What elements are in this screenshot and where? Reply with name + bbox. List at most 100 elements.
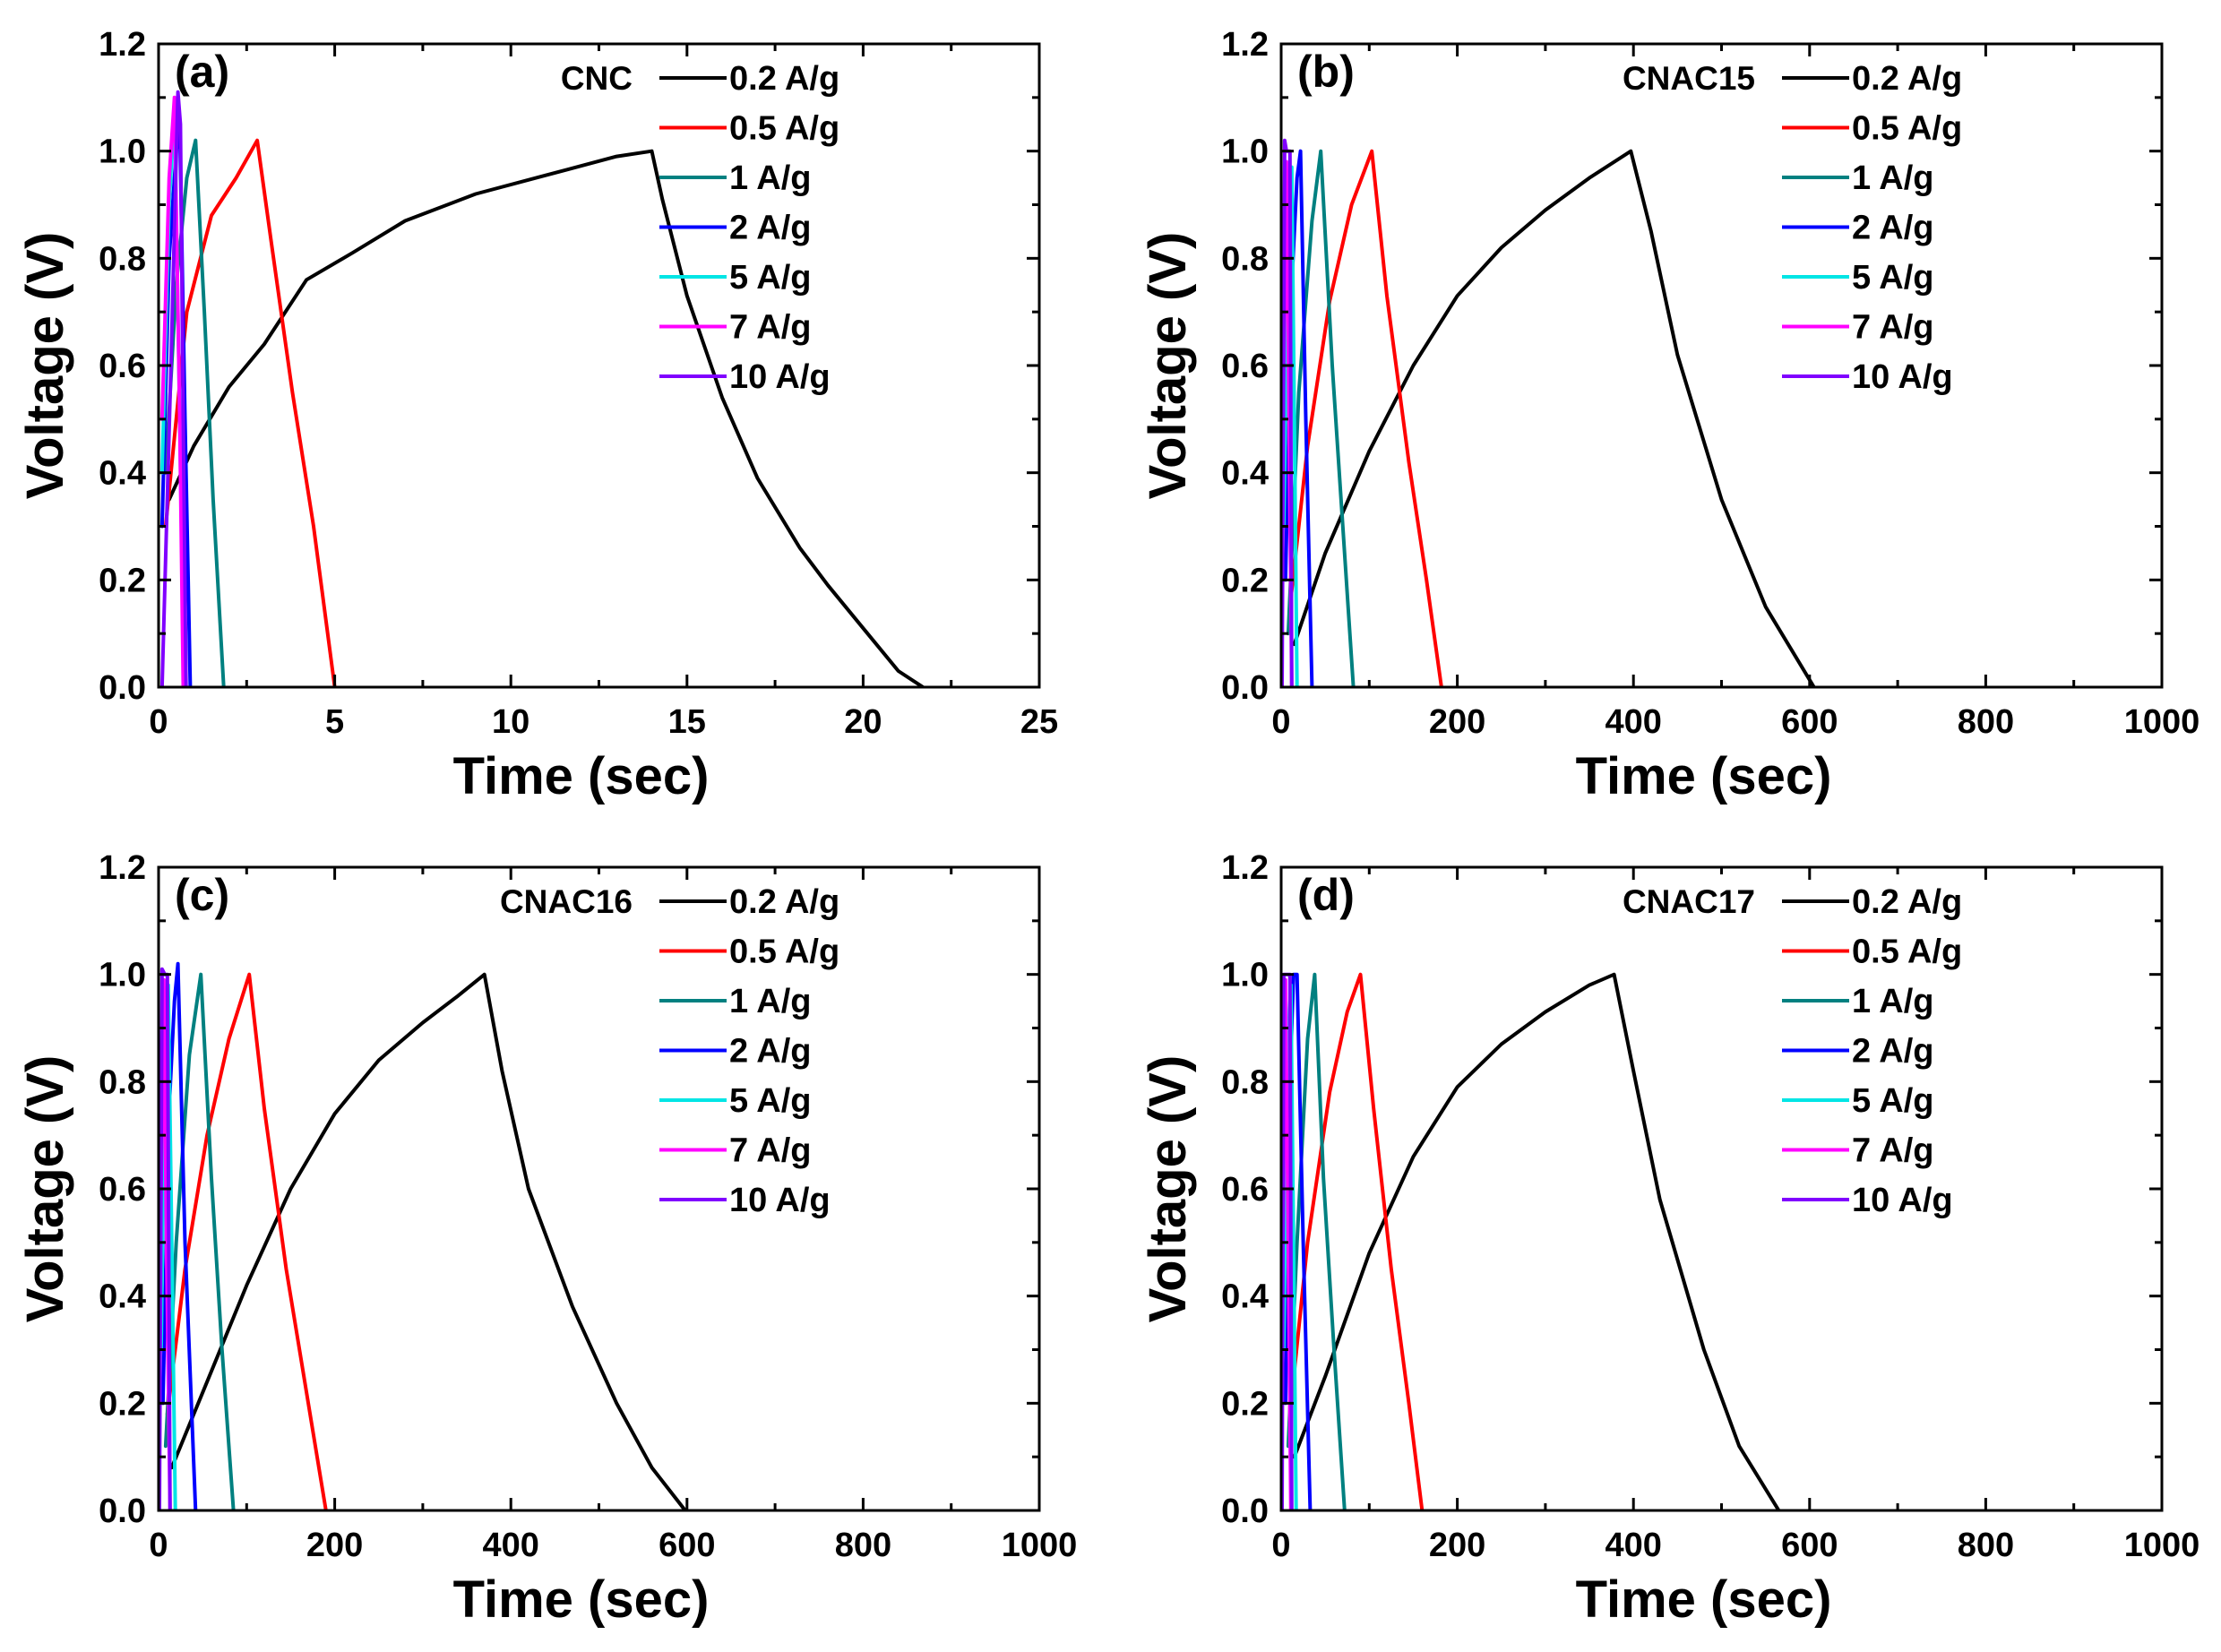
legend-label: 1 A/g — [1852, 159, 1934, 197]
y-tick-label: 0.6 — [1221, 1171, 1269, 1209]
x-tick-label: 0 — [149, 703, 168, 741]
series-group — [159, 961, 687, 1510]
chart-panel-2: 0 200 400 600 800 1000 0.0 0.2 0.4 0.6 0.8 1.0 1.2 Ti… — [1139, 26, 2199, 805]
y-axis-title: Voltage (V) — [16, 1055, 74, 1323]
y-tick-label: 0.2 — [1221, 1385, 1269, 1423]
legend-label: 0.2 A/g — [729, 883, 839, 921]
x-tick-label: 1000 — [1002, 1527, 1078, 1564]
y-tick-label: 0.4 — [1221, 1278, 1269, 1316]
y-axis-title: Voltage (V) — [1139, 232, 1197, 500]
x-tick-label: 400 — [1605, 1527, 1661, 1564]
x-tick-label: 600 — [659, 1527, 715, 1564]
x-axis-title: Time (sec) — [1576, 1570, 1832, 1629]
legend-label: 0.5 A/g — [729, 934, 839, 971]
y-tick-label: 0.8 — [1221, 240, 1269, 278]
series-line-0-2-a-g — [1292, 149, 1816, 687]
y-tick-label: 1.0 — [1221, 957, 1269, 994]
x-tick-label: 1000 — [2124, 703, 2200, 741]
y-tick-label: 0.4 — [99, 1278, 146, 1316]
x-tick-label: 0 — [1271, 703, 1290, 741]
x-tick-label: 1000 — [2124, 1527, 2200, 1564]
x-tick-label: 20 — [844, 703, 882, 741]
legend-label: 7 A/g — [729, 309, 812, 347]
legend-label: 5 A/g — [1852, 259, 1934, 297]
x-tick-label: 600 — [1781, 1527, 1838, 1564]
legend: 0.2 A/g 0.5 A/g 1 A/g 2 A/g 5 A/g 7 A/g 10 A/g — [1782, 60, 1962, 396]
y-tick-label: 0.8 — [1221, 1063, 1269, 1101]
y-tick-label: 0.2 — [99, 562, 146, 599]
series-line-1-a-g — [1286, 149, 1356, 687]
x-tick-label: 10 — [492, 703, 529, 741]
y-tick-label: 0.2 — [99, 1385, 146, 1423]
series-line-10-a-g — [159, 90, 188, 687]
legend-label: 0.5 A/g — [1852, 934, 1962, 971]
series-line-0-5-a-g — [163, 138, 337, 687]
y-tick-label: 0.2 — [1221, 562, 1269, 599]
y-tick-label: 0.6 — [99, 348, 146, 385]
legend: 0.2 A/g 0.5 A/g 1 A/g 2 A/g 5 A/g 7 A/g 10 A/g — [1782, 883, 1962, 1219]
x-tick-label: 600 — [1781, 703, 1838, 741]
legend-label: 0.5 A/g — [1852, 110, 1962, 148]
y-tick-label: 0.6 — [1221, 348, 1269, 385]
series-line-0-5-a-g — [1287, 149, 1443, 687]
y-tick-label: 0.8 — [99, 240, 146, 278]
panel-label: (c) — [175, 870, 229, 920]
legend-label: 0.2 A/g — [1852, 883, 1962, 921]
x-tick-label: 200 — [1429, 703, 1485, 741]
sample-label: CNAC17 — [1623, 883, 1755, 920]
y-tick-label: 0.4 — [1221, 455, 1269, 493]
series-group — [1281, 972, 1781, 1510]
legend: 0.2 A/g 0.5 A/g 1 A/g 2 A/g 5 A/g 7 A/g 10 A/g — [659, 60, 839, 396]
x-axis-title: Time (sec) — [453, 1570, 710, 1629]
panel-label: (a) — [175, 47, 229, 97]
y-tick-label: 1.2 — [1221, 849, 1269, 887]
y-axis-title: Voltage (V) — [1139, 1055, 1197, 1323]
legend-label: 10 A/g — [729, 358, 831, 396]
chart-panel-3: 0 200 400 600 800 1000 0.0 0.2 0.4 0.6 0.8 1.0 1.2 Ti… — [16, 849, 1077, 1629]
y-tick-label: 1.0 — [1221, 133, 1269, 171]
legend-label: 1 A/g — [729, 159, 812, 197]
plot-frame — [1279, 865, 2164, 1512]
y-axis-title: Voltage (V) — [16, 232, 74, 500]
y-tick-label: 0.0 — [99, 669, 146, 707]
series-group — [1281, 138, 1816, 687]
sample-label: CNAC15 — [1623, 60, 1755, 97]
legend-label: 7 A/g — [1852, 309, 1934, 347]
x-tick-label: 5 — [325, 703, 344, 741]
x-tick-label: 15 — [668, 703, 706, 741]
legend-label: 10 A/g — [1852, 358, 1953, 396]
x-tick-label: 800 — [835, 1527, 891, 1564]
chart-panel-1: 0 5 10 15 20 25 0.0 0.2 0.4 0.6 0.8 1.0 1.2 Time (sec… — [16, 26, 1058, 805]
legend-label: 7 A/g — [729, 1132, 812, 1170]
legend-label: 10 A/g — [729, 1182, 831, 1219]
x-tick-label: 800 — [1958, 703, 2014, 741]
legend-label: 1 A/g — [1852, 983, 1934, 1020]
legend-label: 0.2 A/g — [1852, 60, 1962, 98]
y-tick-label: 1.0 — [99, 133, 146, 171]
y-tick-label: 0.8 — [99, 1063, 146, 1101]
series-line-0-2-a-g — [169, 972, 687, 1510]
x-axis-title: Time (sec) — [1576, 747, 1832, 805]
y-tick-label: 0.6 — [99, 1171, 146, 1209]
panel-label: (d) — [1297, 870, 1355, 920]
y-tick-label: 1.2 — [1221, 26, 1269, 64]
legend-label: 2 A/g — [729, 210, 812, 247]
series-line-1-a-g — [163, 972, 236, 1510]
legend-label: 5 A/g — [729, 1082, 812, 1120]
legend-label: 2 A/g — [729, 1033, 812, 1071]
y-tick-label: 1.2 — [99, 849, 146, 887]
series-line-0-2-a-g — [167, 149, 925, 687]
plot-frame — [157, 42, 1041, 689]
series-line-0-2-a-g — [1292, 972, 1781, 1510]
y-tick-label: 0.4 — [99, 455, 146, 493]
x-tick-label: 25 — [1020, 703, 1058, 741]
series-line-1-a-g — [1286, 972, 1347, 1510]
sample-label: CNAC16 — [500, 883, 633, 920]
x-tick-label: 400 — [482, 1527, 538, 1564]
y-tick-label: 1.0 — [99, 957, 146, 994]
x-tick-label: 0 — [1271, 1527, 1290, 1564]
x-tick-label: 400 — [1605, 703, 1661, 741]
y-tick-label: 0.0 — [99, 1493, 146, 1530]
legend-label: 0.2 A/g — [729, 60, 839, 98]
